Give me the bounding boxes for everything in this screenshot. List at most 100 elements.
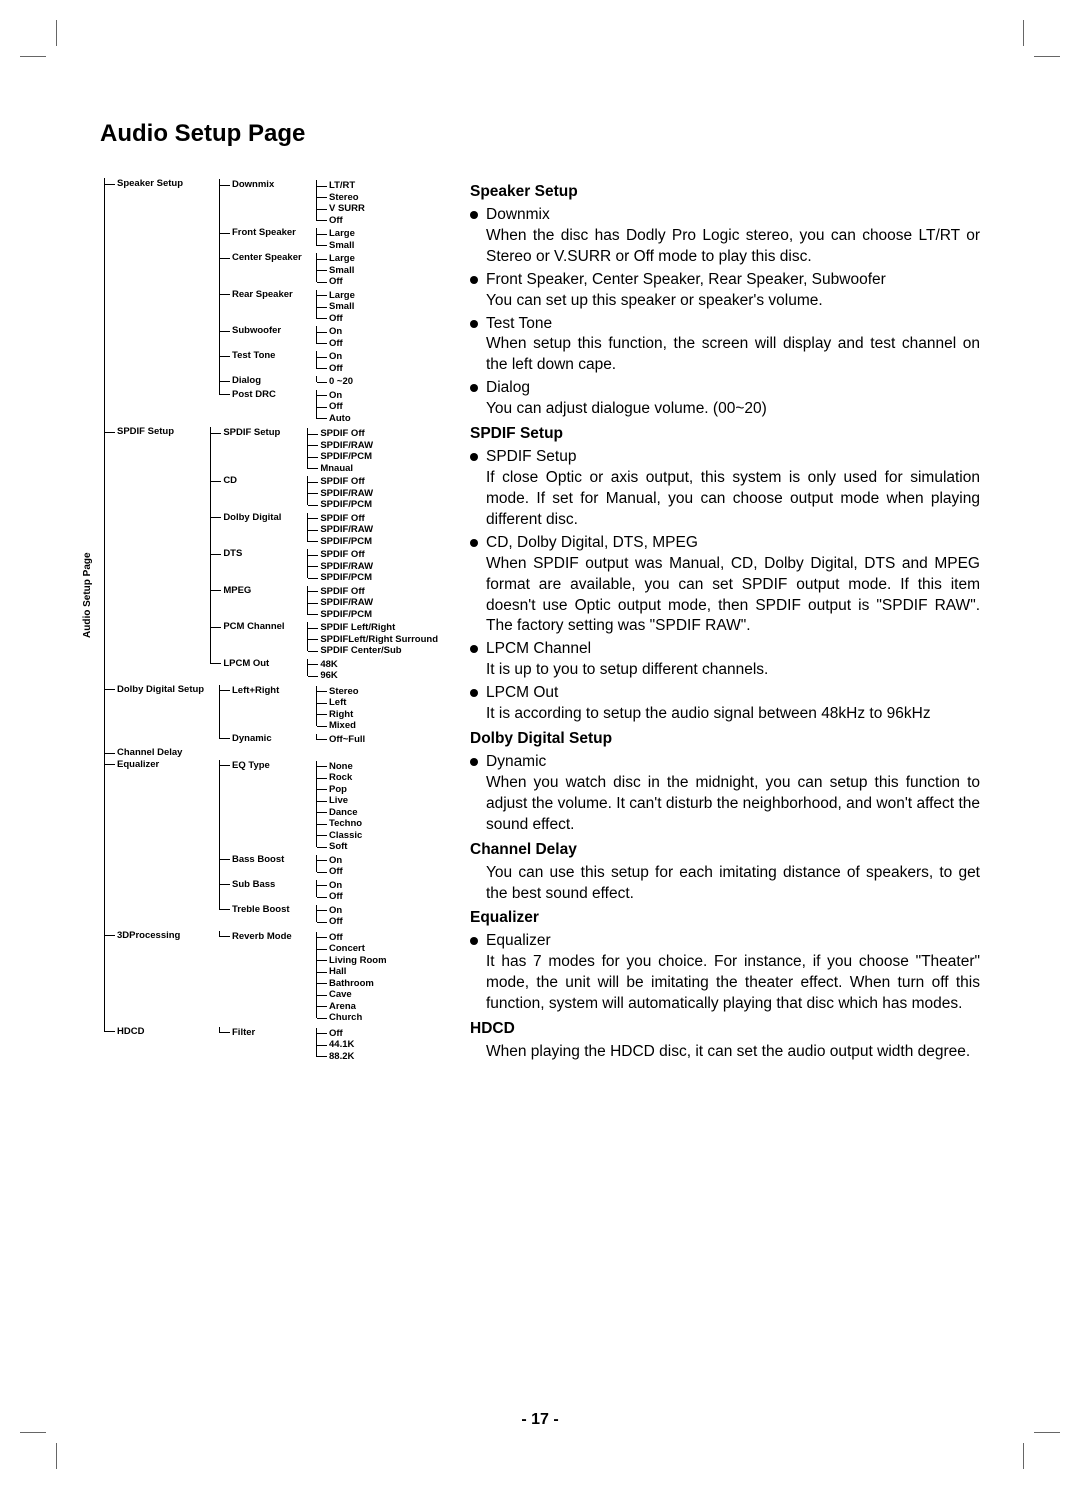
tree-node: Classic	[329, 831, 364, 841]
page-number: - 17 -	[0, 1411, 1080, 1429]
tree-node: Channel Delay	[117, 748, 213, 758]
tree-node: Off	[329, 277, 345, 287]
tree-node: V SURR	[329, 204, 367, 214]
page: Audio Setup Page Audio Setup Page Speake…	[0, 0, 1080, 1489]
left-column: Audio Setup Page Speaker SetupDownmixLT/…	[100, 178, 440, 1064]
tree-node: Front Speaker	[232, 228, 310, 238]
tree-node: SPDIF Off	[320, 429, 366, 439]
tree-node: On	[329, 391, 344, 401]
bullet-icon	[470, 937, 478, 945]
tree-node: Soft	[329, 842, 349, 852]
tree-node: Off	[329, 402, 345, 412]
bullet-body-text: You can set up this speaker or speaker's…	[486, 291, 980, 312]
bullet-head: Downmix	[486, 205, 980, 226]
tree-node: On	[329, 352, 344, 362]
tree-node: LPCM Out	[223, 659, 301, 669]
section-title: HDCD	[470, 1019, 980, 1040]
tree-node: SPDIF Off	[320, 550, 366, 560]
tree-node: Techno	[329, 819, 364, 829]
bullet-head: CD, Dolby Digital, DTS, MPEG	[486, 533, 980, 554]
bullet-head: Front Speaker, Center Speaker, Rear Spea…	[486, 270, 980, 291]
tree-node: PCM Channel	[223, 622, 301, 632]
tree-node: SPDIF Left/Right	[320, 623, 397, 633]
bullet-head: Dynamic	[486, 752, 980, 773]
tree-node: Auto	[329, 414, 353, 424]
tree-node: SPDIF/RAW	[320, 489, 375, 499]
tree-node: CD	[223, 476, 301, 486]
tree-node: Pop	[329, 785, 349, 795]
tree-node: SPDIF Off	[320, 514, 366, 524]
section-body: When playing the HDCD disc, it can set t…	[486, 1042, 980, 1063]
tree-node: Off	[329, 339, 345, 349]
tree-node: 0 ~20	[329, 377, 355, 387]
tree-node: EQ Type	[232, 761, 310, 771]
bullet-icon	[470, 276, 478, 284]
section-title: Channel Delay	[470, 840, 980, 861]
columns: Audio Setup Page Speaker SetupDownmixLT/…	[100, 178, 980, 1064]
menu-tree: Speaker SetupDownmixLT/RTStereoV SURROff…	[100, 178, 440, 1064]
tree-node: SPDIF/PCM	[320, 537, 374, 547]
tree-node: Stereo	[329, 687, 361, 697]
tree-node: Dialog	[232, 376, 310, 386]
tree-node: SPDIF/RAW	[320, 598, 375, 608]
bullet-body-text: When SPDIF output was Manual, CD, Dolby …	[486, 554, 980, 638]
bullet-body-text: If close Optic or axis output, this syst…	[486, 468, 980, 531]
tree-node: Hall	[329, 967, 348, 977]
section-title: Speaker Setup	[470, 182, 980, 203]
bullet-head: SPDIF Setup	[486, 447, 980, 468]
bullet-body-text: It is up to you to setup different chann…	[486, 660, 980, 681]
tree-node: Large	[329, 254, 357, 264]
tree-node: Large	[329, 229, 357, 239]
right-column: Speaker SetupDownmixWhen the disc has Do…	[470, 178, 980, 1064]
tree-node: SPDIF Setup	[223, 428, 301, 438]
tree-node: 96K	[320, 671, 339, 681]
bullet-head: Equalizer	[486, 931, 980, 952]
bullet-item: LPCM ChannelIt is up to you to setup dif…	[470, 639, 980, 681]
tree-node: Left	[329, 698, 348, 708]
tree-node: Small	[329, 241, 356, 251]
tree-node: Off	[329, 1029, 345, 1039]
tree-node: 48K	[320, 660, 339, 670]
bullet-body-text: You can adjust dialogue volume. (00~20)	[486, 399, 980, 420]
tree-node: Off	[329, 364, 345, 374]
tree-node: Live	[329, 796, 350, 806]
bullet-body-text: It is according to setup the audio signa…	[486, 704, 980, 725]
tree-node: Downmix	[232, 180, 310, 190]
tree-node: Dolby Digital Setup	[117, 685, 213, 695]
bullet-icon	[470, 758, 478, 766]
tree-node: None	[329, 762, 355, 772]
bullet-head: LPCM Channel	[486, 639, 980, 660]
bullet-icon	[470, 453, 478, 461]
tree-node: Off	[329, 314, 345, 324]
tree-node: Dynamic	[232, 734, 310, 744]
bullet-item: SPDIF SetupIf close Optic or axis output…	[470, 447, 980, 531]
bullet-icon	[470, 211, 478, 219]
tree-node: Bass Boost	[232, 855, 310, 865]
tree-node: Concert	[329, 944, 367, 954]
tree-node: Post DRC	[232, 390, 310, 400]
tree-node: Arena	[329, 1002, 358, 1012]
tree-node: On	[329, 856, 344, 866]
tree-node: Mnaual	[320, 464, 355, 474]
tree-node: Right	[329, 710, 355, 720]
tree-node: Off	[329, 216, 345, 226]
page-title: Audio Setup Page	[100, 120, 980, 148]
tree-node: LT/RT	[329, 181, 357, 191]
bullet-body-text: When the disc has Dodly Pro Logic stereo…	[486, 226, 980, 268]
tree-node: HDCD	[117, 1027, 213, 1037]
bullet-icon	[470, 320, 478, 328]
bullet-body-text: It has 7 modes for you choice. For insta…	[486, 952, 980, 1015]
bullet-icon	[470, 539, 478, 547]
tree-node: Small	[329, 266, 356, 276]
tree-node: Rock	[329, 773, 354, 783]
tree-node: SPDIF Setup	[117, 427, 204, 437]
tree-node: On	[329, 327, 344, 337]
tree-node: Living Room	[329, 956, 389, 966]
bullet-icon	[470, 689, 478, 697]
bullet-body-text: When you watch disc in the midnight, you…	[486, 773, 980, 836]
tree-node: Bathroom	[329, 979, 376, 989]
tree-node: 3DProcessing	[117, 931, 213, 941]
tree-node: SPDIF/PCM	[320, 610, 374, 620]
bullet-body-text: When setup this function, the screen wil…	[486, 334, 980, 376]
bullet-item: DownmixWhen the disc has Dodly Pro Logic…	[470, 205, 980, 268]
